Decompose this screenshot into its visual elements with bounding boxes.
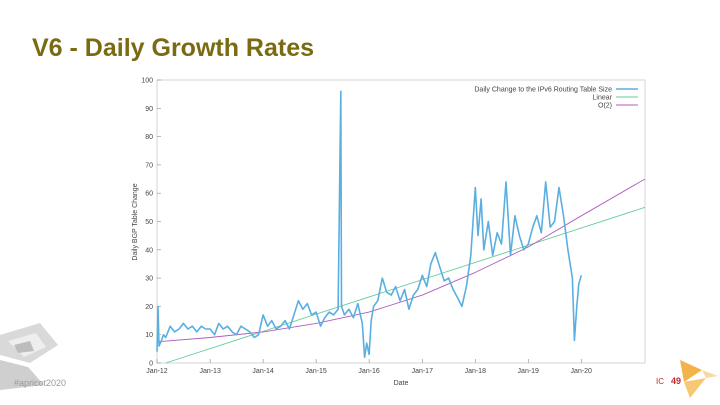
y-tick-label: 40 <box>145 247 153 254</box>
x-tick-label: Jan-18 <box>465 368 487 375</box>
y-tick-label: 90 <box>145 106 153 113</box>
y-tick-label: 50 <box>145 219 153 226</box>
y-tick-label: 30 <box>145 276 153 283</box>
y-tick-label: 20 <box>145 304 153 311</box>
y-tick-label: 80 <box>145 134 153 141</box>
y-axis-ticks: 0 10 20 30 40 50 60 70 80 90 100 <box>141 78 161 368</box>
y-axis-label: Daily BGP Table Change <box>132 183 139 260</box>
slide-number: 49 <box>671 376 682 386</box>
x-tick-label: Jan-15 <box>305 368 327 375</box>
y-tick-label: 100 <box>141 78 153 85</box>
slide-title: V6 - Daily Growth Rates <box>32 34 315 62</box>
series-line-daily-change <box>156 90 583 359</box>
legend: Daily Change to the IPv6 Routing Table S… <box>474 87 638 110</box>
y-tick-label: 0 <box>149 361 153 368</box>
x-tick-label: Jan-20 <box>571 368 593 375</box>
x-tick-label: Jan-17 <box>412 368 434 375</box>
conference-logo-graphic <box>0 323 58 390</box>
y-tick-label: 70 <box>145 162 153 169</box>
x-axis-ticks: Jan-12 Jan-13 Jan-14 Jan-15 Jan-16 Jan-17 Jan-… <box>146 359 592 375</box>
series-line-o2 <box>156 178 646 343</box>
x-tick-label: Jan-16 <box>358 368 380 375</box>
series-lines <box>156 90 646 364</box>
hashtag: #apricot2020 <box>14 378 67 388</box>
legend-label: Daily Change to the IPv6 Routing Table S… <box>474 87 612 94</box>
x-tick-label: Jan-19 <box>518 368 540 375</box>
conference-mark: IC <box>656 377 664 386</box>
x-tick-label: Jan-13 <box>199 368 221 375</box>
x-axis-label: Date <box>394 380 409 387</box>
y-tick-label: 10 <box>145 332 153 339</box>
x-tick-label: Jan-14 <box>252 368 274 375</box>
x-tick-label: Jan-12 <box>146 368 168 375</box>
apnic-logo-graphic <box>680 360 718 398</box>
y-tick-label: 60 <box>145 191 153 198</box>
legend-label: Linear <box>593 95 613 102</box>
legend-label: O(2) <box>598 103 612 110</box>
